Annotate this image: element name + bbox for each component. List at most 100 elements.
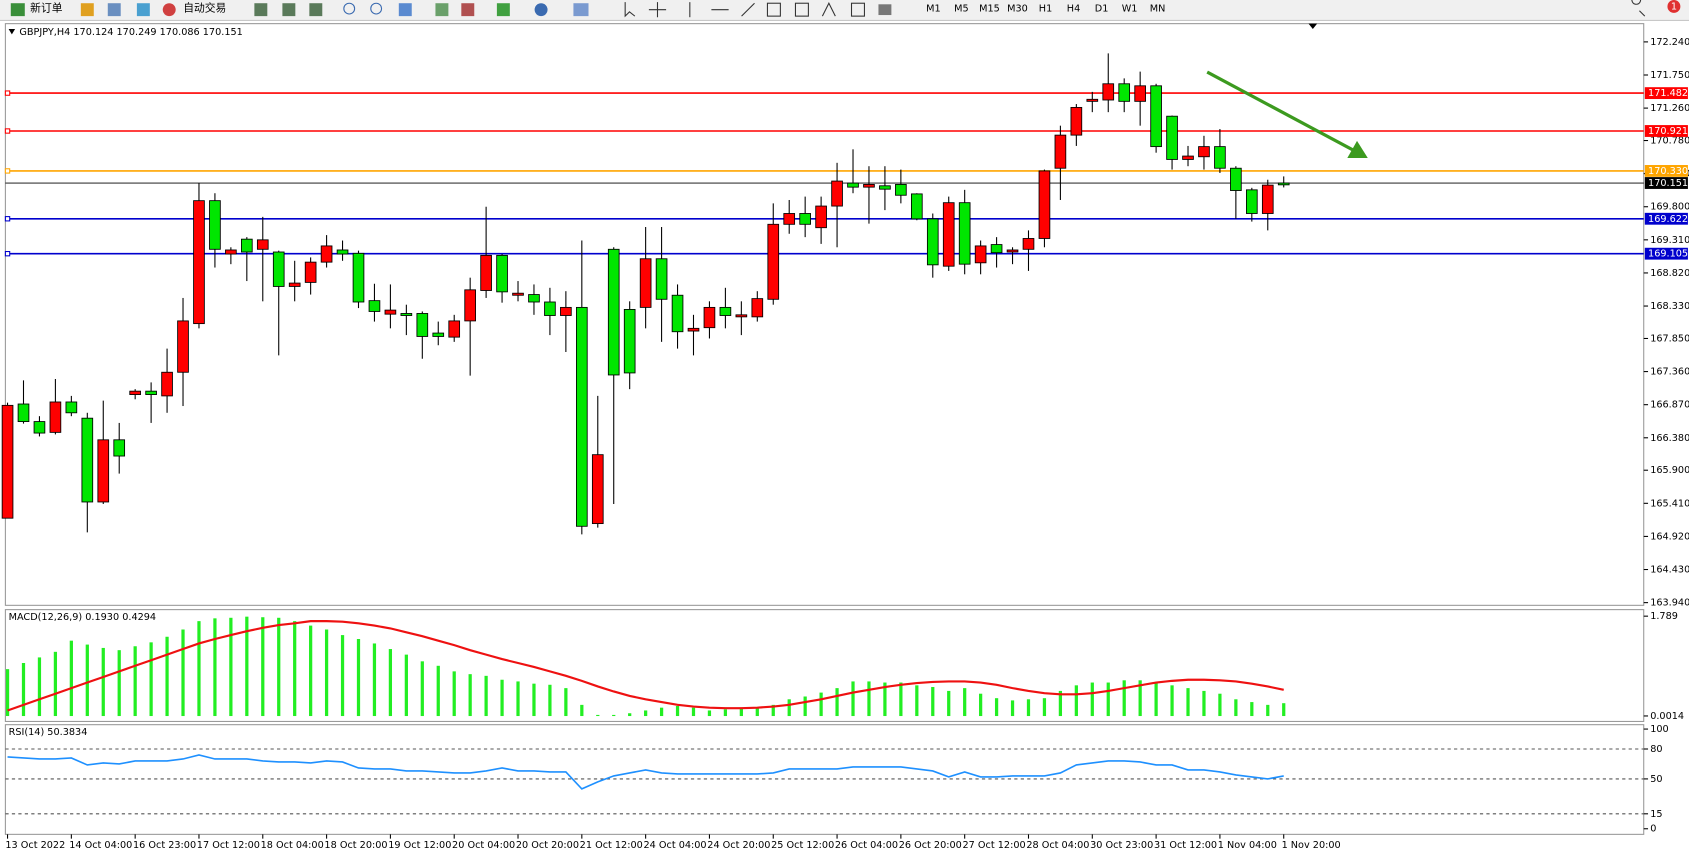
timeframe-button[interactable]: M5 (954, 4, 969, 15)
tool-icon[interactable] (309, 3, 323, 17)
candle-body (815, 205, 827, 229)
tool-icon[interactable] (398, 3, 412, 17)
x-tick-label: 1 Nov 04:00 (1218, 840, 1277, 851)
tool-icon[interactable] (766, 2, 781, 17)
macd-bar (1074, 685, 1078, 717)
x-tick-label: 24 Oct 04:00 (643, 840, 706, 851)
trendline-tool[interactable] (741, 2, 755, 17)
text-tool[interactable] (821, 2, 836, 17)
candle-body (576, 306, 588, 527)
level-handle (4, 90, 11, 96)
zoom-in[interactable] (343, 2, 356, 15)
timeframe-button[interactable]: M30 (1007, 4, 1028, 15)
timeframe-button[interactable]: MN (1150, 4, 1166, 15)
macd-bar (213, 618, 217, 717)
x-tick-label: 17 Oct 12:00 (197, 840, 260, 851)
level-tag (1644, 212, 1688, 225)
search[interactable] (1631, 0, 1646, 17)
tool-icon[interactable] (80, 3, 94, 17)
candle-body (49, 401, 62, 433)
candle-body (17, 403, 30, 423)
candle-body (863, 184, 875, 188)
tool-icon[interactable] (282, 3, 296, 17)
timeframe-button[interactable]: H1 (1039, 4, 1052, 15)
candle-body (1006, 249, 1019, 253)
candle-body (1, 404, 14, 519)
tool-icon[interactable] (496, 3, 510, 17)
candle-body (1166, 115, 1178, 160)
main-panel (4, 23, 1645, 606)
macd-bar (1266, 704, 1270, 717)
timeframe-button[interactable]: M15 (979, 4, 1000, 15)
timeframe-button[interactable]: W1 (1122, 4, 1138, 15)
candle-body (958, 202, 971, 265)
macd-bar (628, 713, 632, 717)
auto-trading-button[interactable]: 自动交易 (183, 2, 226, 15)
level-tag (1644, 87, 1688, 100)
candle-body (1198, 146, 1210, 158)
candle-body (448, 320, 461, 338)
timeframe-button[interactable]: H4 (1067, 4, 1080, 15)
candle-body (384, 309, 397, 315)
macd-bar (436, 665, 440, 717)
macd-bar (1138, 680, 1142, 717)
macd-bar (309, 625, 313, 717)
y-tick-label: 80 (1650, 744, 1662, 755)
candle-body (368, 300, 381, 312)
timeframe-button[interactable]: D1 (1095, 4, 1109, 15)
candle-body (1086, 98, 1099, 102)
candle-body (895, 184, 907, 196)
auto-trading-icon[interactable] (162, 3, 176, 17)
candle-body (1038, 170, 1051, 239)
x-tick-label: 21 Oct 12:00 (580, 840, 643, 851)
macd-bar (500, 679, 504, 717)
macd-bar (1234, 699, 1238, 717)
x-tick-label: 26 Oct 20:00 (899, 840, 962, 851)
candle-body (113, 439, 126, 457)
candle-body (974, 245, 987, 264)
toolbar (0, 0, 1689, 21)
candle-body (1230, 167, 1242, 191)
new-order-icon[interactable] (10, 3, 25, 17)
macd-bar (1218, 693, 1222, 717)
y-tick-label: 50 (1650, 774, 1662, 785)
level-label: 169.105 (1648, 249, 1688, 260)
tool-icon[interactable] (136, 3, 150, 17)
tool-icon[interactable] (461, 3, 475, 17)
candle-body (879, 185, 891, 190)
timeframe-button[interactable]: M1 (926, 4, 941, 15)
new-order-button[interactable]: 新订单 (30, 2, 63, 15)
candle-body (480, 254, 492, 291)
candle-body (256, 239, 269, 250)
candle-body (847, 182, 859, 188)
macd-bar (149, 642, 153, 717)
tool-icon[interactable] (107, 3, 121, 17)
level-handle (4, 251, 11, 257)
macd-bar (931, 687, 935, 717)
zoom-out[interactable] (370, 2, 383, 15)
macd-bar (771, 704, 775, 717)
candle-body (639, 258, 652, 308)
macd-bar (1154, 682, 1158, 717)
macd-bar (979, 693, 983, 717)
y-tick-label: 165.410 (1650, 498, 1689, 509)
title-marker (8, 29, 16, 35)
candle-body (655, 258, 668, 300)
y-tick-label: 163.940 (1650, 598, 1689, 609)
tool-icon[interactable] (435, 3, 449, 17)
label-tool[interactable] (850, 2, 865, 17)
tool-icon[interactable] (534, 3, 548, 17)
notification-badge[interactable] (1667, 0, 1681, 13)
tool-icon[interactable] (794, 2, 809, 17)
level-tag (1644, 247, 1688, 260)
macd-bar (723, 709, 728, 717)
macd-bar (1042, 698, 1047, 717)
crosshair-tool[interactable] (648, 2, 667, 18)
cursor-tool[interactable] (624, 2, 636, 18)
tool-icon[interactable] (573, 3, 589, 17)
candle-body (288, 282, 301, 287)
tool-icon[interactable] (254, 3, 268, 17)
x-tick-label: 25 Oct 12:00 (771, 840, 834, 851)
tool-icon[interactable] (878, 4, 892, 16)
trend-arrow (1206, 70, 1357, 154)
